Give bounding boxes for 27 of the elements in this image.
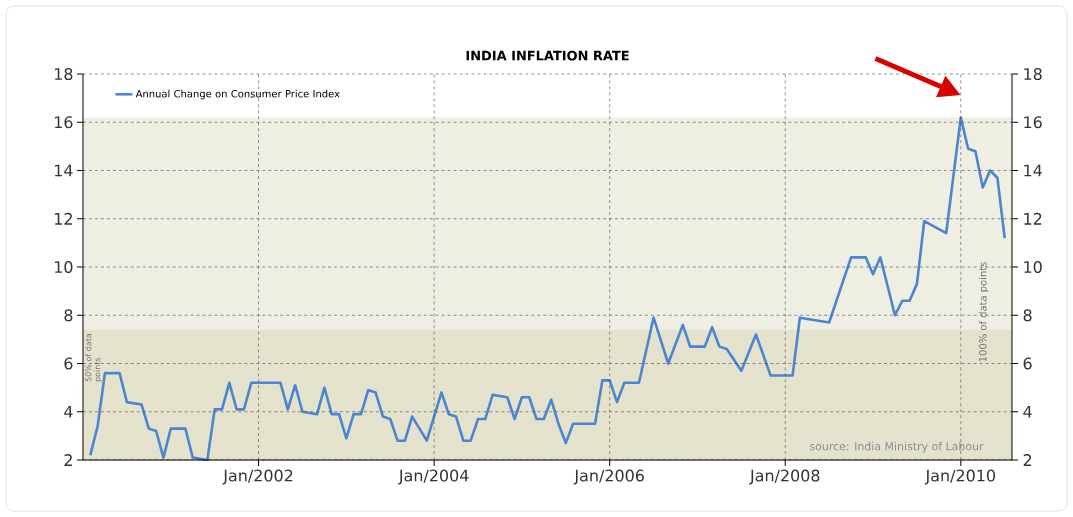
y2-tick-label: 6	[1023, 357, 1032, 370]
x-tick-label: Jan/2002	[222, 469, 293, 485]
legend-label: Annual Change on Consumer Price Index	[135, 89, 340, 100]
chart-title: INDIA INFLATION RATE	[466, 50, 629, 61]
y2-tick-label: 12	[1024, 212, 1042, 225]
y-tick-label: 10	[54, 260, 73, 274]
y2-tick-label: 10	[1024, 260, 1042, 274]
y2-tick-label: 2	[1023, 454, 1032, 466]
y-tick-label: 4	[64, 405, 73, 418]
y2-tick-label: 14	[1024, 164, 1042, 177]
y-tick-label: 8	[64, 309, 73, 322]
band-label: 100% of data points	[978, 262, 989, 362]
x-tick-label: Jan/2006	[573, 469, 644, 485]
y2-tick-label: 4	[1023, 405, 1032, 418]
y-tick-label: 6	[64, 357, 73, 370]
x-tick-label: Jan/2010	[924, 469, 995, 485]
y2-tick-label: 16	[1024, 116, 1042, 129]
annotation: source: India Ministry of Labour	[810, 441, 984, 453]
x-tick-label: Jan/2004	[398, 469, 469, 485]
y-tick-label: 14	[54, 164, 73, 177]
y-tick-label: 2	[64, 454, 72, 466]
y2-tick-label: 8	[1023, 309, 1032, 322]
y-tick-label: 16	[54, 116, 73, 129]
y2-tick-label: 18	[1024, 67, 1042, 81]
y-tick-label: 18	[54, 67, 73, 81]
x-tick-label: Jan/2008	[749, 469, 820, 485]
y-tick-label: 12	[54, 212, 72, 225]
